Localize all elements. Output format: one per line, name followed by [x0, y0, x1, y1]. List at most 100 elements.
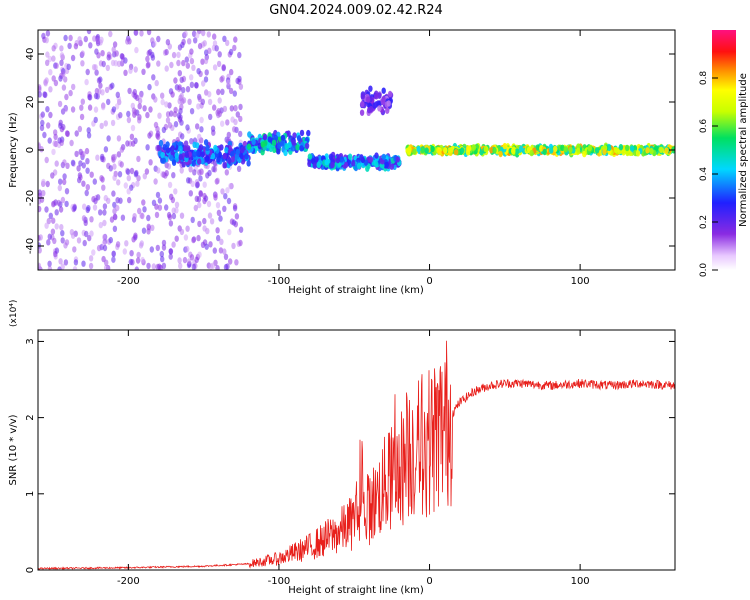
spectrogram-point	[198, 190, 203, 198]
spectrogram-point	[207, 98, 213, 106]
y-tick-label: -40	[25, 238, 36, 254]
spectrogram-point	[360, 100, 365, 108]
spectrogram-point	[53, 133, 58, 141]
spectrogram-point	[225, 187, 230, 194]
spectrogram-point	[103, 264, 109, 270]
spectrogram-point	[191, 263, 196, 270]
spectrogram-point	[189, 57, 195, 65]
spectrogram-point	[85, 158, 90, 165]
spectrogram-point	[276, 148, 281, 155]
spectrogram-point	[343, 161, 349, 169]
spectrogram-point	[267, 136, 272, 143]
spectrogram-point	[112, 174, 117, 181]
spectrogram-point	[60, 237, 65, 244]
spectrogram-point	[112, 41, 118, 48]
spectrogram-point	[251, 138, 256, 145]
spectrogram-point	[125, 168, 131, 175]
spectrogram-point	[134, 266, 139, 270]
spectrogram-point	[420, 147, 425, 154]
spectrogram-point	[178, 153, 183, 160]
spectrogram-point	[412, 148, 417, 155]
spectrogram-point	[165, 147, 171, 154]
spectrogram-point	[212, 104, 217, 111]
spectrogram-point	[137, 117, 142, 124]
spectrogram-point	[144, 168, 150, 175]
spectrogram-point	[160, 152, 165, 159]
spectrogram-point	[64, 130, 70, 137]
spectrogram-point	[181, 161, 186, 168]
spectrogram-point	[187, 38, 192, 45]
x-tick-label: -200	[117, 576, 140, 587]
spectrogram-point	[192, 141, 197, 148]
spectrogram-point	[203, 57, 209, 65]
spectrogram-point	[171, 212, 177, 220]
spectrogram-point	[42, 131, 47, 139]
spectrogram-point	[625, 144, 630, 152]
spectrogram-point	[196, 103, 201, 110]
spectrogram-point	[128, 258, 133, 266]
spectrogram-point	[489, 147, 494, 154]
spectrogram-point	[299, 145, 304, 152]
spectrogram-point	[165, 39, 171, 46]
spectrogram-point	[62, 173, 67, 180]
spectrogram-point	[179, 228, 185, 236]
spectrogram-point	[161, 157, 166, 164]
spectrogram-point	[111, 46, 116, 53]
spectrogram-point	[465, 149, 471, 156]
spectrogram-point	[38, 205, 42, 213]
spectrogram-point	[613, 146, 618, 154]
spectrogram-point	[63, 105, 69, 113]
spectrogram-point	[359, 109, 365, 116]
spectrogram-point	[219, 238, 224, 245]
spectrogram-point	[222, 205, 227, 212]
spectrogram-point	[238, 115, 243, 123]
spectrogram-point	[238, 226, 244, 233]
spectrogram-point	[89, 230, 94, 237]
y-tick-label: 2	[25, 414, 36, 420]
spectrogram-point	[186, 145, 191, 152]
x-tick-label: 100	[571, 576, 590, 587]
spectrogram-point	[115, 241, 121, 248]
spectrogram-point	[188, 190, 193, 197]
spectrogram-point	[184, 140, 189, 147]
spectrogram-point	[129, 167, 135, 175]
spectrogram-point	[148, 159, 153, 166]
spectrogram-point	[218, 247, 224, 254]
spectrogram-point	[202, 217, 207, 225]
spectrogram-point	[110, 82, 115, 89]
spectrogram-point	[374, 161, 379, 168]
spectrogram-point	[222, 248, 227, 255]
spectrogram-point	[47, 137, 52, 144]
spectrogram-point	[185, 86, 191, 93]
spectrogram-point	[127, 87, 132, 95]
spectrogram-point	[649, 147, 654, 155]
colorbar-tick-label: 0.2	[699, 215, 709, 229]
spectrogram-point	[437, 148, 442, 156]
spectrogram-point	[312, 162, 317, 169]
spectrogram-point	[232, 44, 237, 52]
spectrogram-point	[140, 212, 145, 220]
spectrogram-point	[87, 234, 92, 242]
spectrogram-point	[197, 133, 202, 141]
spectrogram-point	[205, 144, 210, 151]
snr-marks	[38, 340, 675, 570]
spectrogram-point	[53, 250, 58, 258]
spectrogram-point	[575, 147, 581, 154]
spectrogram-point	[227, 228, 232, 236]
spectrogram-point	[181, 97, 187, 104]
spectrogram-point	[179, 119, 184, 126]
spectrogram-point	[77, 125, 83, 133]
spectrogram-point	[85, 184, 91, 191]
spectrogram-point	[46, 239, 51, 246]
spectrogram-point	[145, 55, 150, 63]
snr-y-scale: (x10⁴)	[9, 300, 19, 327]
spectrogram-point	[93, 92, 99, 100]
spectrogram-point	[607, 144, 612, 152]
spectrogram-point	[171, 172, 176, 179]
spectrogram-point	[126, 110, 131, 118]
spectrogram-point	[81, 215, 87, 222]
spectrogram-point	[42, 91, 47, 98]
spectrogram-point	[246, 160, 251, 167]
spectrogram-point	[57, 184, 62, 192]
spectrogram-point	[44, 37, 49, 44]
